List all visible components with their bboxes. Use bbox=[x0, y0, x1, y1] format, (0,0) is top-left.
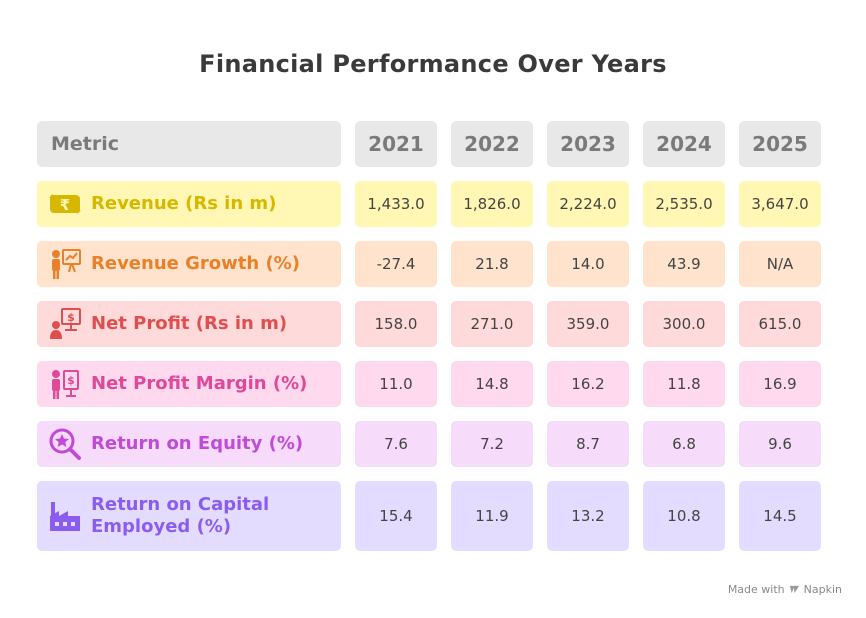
value-cell: 2,224.0 bbox=[547, 181, 629, 227]
value-cell: 11.0 bbox=[355, 361, 437, 407]
value-cell: 8.7 bbox=[547, 421, 629, 467]
metric-label-cell: ₹ Revenue (Rs in m) bbox=[37, 181, 341, 227]
header-metric: Metric bbox=[37, 121, 341, 167]
value-cell: 6.8 bbox=[643, 421, 725, 467]
value-cell: -27.4 bbox=[355, 241, 437, 287]
value-cell: 300.0 bbox=[643, 301, 725, 347]
metric-label-cell: Return on Capital Employed (%) bbox=[37, 481, 341, 551]
metric-label-cell: $ Net Profit (Rs in m) bbox=[37, 301, 341, 347]
value-cell: 11.9 bbox=[451, 481, 533, 551]
value-cell: 7.6 bbox=[355, 421, 437, 467]
factory-icon bbox=[47, 498, 83, 534]
napkin-logo-icon bbox=[789, 585, 799, 594]
magnifier-star-icon bbox=[47, 426, 83, 462]
credit: Made with Napkin bbox=[728, 583, 842, 596]
metric-label: Return on Equity (%) bbox=[91, 432, 304, 454]
value-cell: 16.2 bbox=[547, 361, 629, 407]
value-cell: 359.0 bbox=[547, 301, 629, 347]
svg-text:$: $ bbox=[67, 311, 75, 324]
header-year-2025: 2025 bbox=[739, 121, 821, 167]
value-cell: 14.5 bbox=[739, 481, 821, 551]
value-cell: 1,433.0 bbox=[355, 181, 437, 227]
header-year-2022: 2022 bbox=[451, 121, 533, 167]
value-cell: 3,647.0 bbox=[739, 181, 821, 227]
value-cell: 615.0 bbox=[739, 301, 821, 347]
value-cell: N/A bbox=[739, 241, 821, 287]
header-year-2023: 2023 bbox=[547, 121, 629, 167]
credit-prefix: Made with bbox=[727, 583, 785, 596]
value-cell: 21.8 bbox=[451, 241, 533, 287]
value-cell: 158.0 bbox=[355, 301, 437, 347]
metric-label: Net Profit (Rs in m) bbox=[91, 312, 288, 334]
value-cell: 1,826.0 bbox=[451, 181, 533, 227]
metric-label: Net Profit Margin (%) bbox=[91, 372, 308, 394]
person-money-screen-icon: $ bbox=[47, 306, 83, 342]
value-cell: 2,535.0 bbox=[643, 181, 725, 227]
header-year-2024: 2024 bbox=[643, 121, 725, 167]
metric-label: Revenue Growth (%) bbox=[91, 252, 300, 274]
presenter-chart-icon bbox=[47, 246, 83, 282]
metric-label: Return on Capital Employed (%) bbox=[91, 493, 270, 538]
value-cell: 7.2 bbox=[451, 421, 533, 467]
credit-brand: Napkin bbox=[803, 583, 842, 596]
chart-title: Financial Performance Over Years bbox=[199, 50, 667, 78]
value-cell: 9.6 bbox=[739, 421, 821, 467]
value-cell: 14.0 bbox=[547, 241, 629, 287]
value-cell: 16.9 bbox=[739, 361, 821, 407]
metric-label-cell: $ Net Profit Margin (%) bbox=[37, 361, 341, 407]
rupee-note-icon: ₹ bbox=[47, 186, 83, 222]
value-cell: 10.8 bbox=[643, 481, 725, 551]
metric-label: Revenue (Rs in m) bbox=[91, 192, 277, 214]
metric-label-cell: Return on Equity (%) bbox=[37, 421, 341, 467]
value-cell: 15.4 bbox=[355, 481, 437, 551]
value-cell: 11.8 bbox=[643, 361, 725, 407]
header-year-2021: 2021 bbox=[355, 121, 437, 167]
value-cell: 13.2 bbox=[547, 481, 629, 551]
svg-text:₹: ₹ bbox=[60, 196, 70, 214]
value-cell: 271.0 bbox=[451, 301, 533, 347]
metric-label-cell: Revenue Growth (%) bbox=[37, 241, 341, 287]
value-cell: 14.8 bbox=[451, 361, 533, 407]
svg-text:$: $ bbox=[67, 374, 75, 387]
value-cell: 43.9 bbox=[643, 241, 725, 287]
person-dollar-board-icon: $ bbox=[47, 366, 83, 402]
